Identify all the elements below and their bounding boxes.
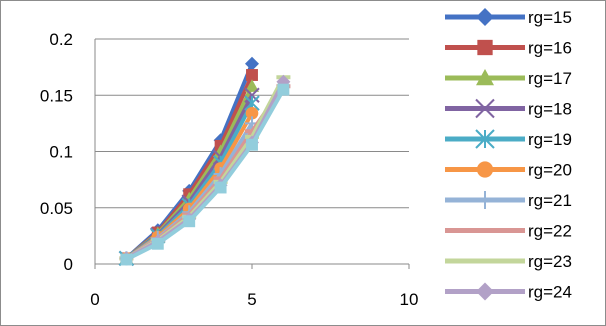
series-unlabeled: [120, 83, 290, 266]
marker-diamond: [476, 282, 494, 301]
legend-item: rg=18: [445, 98, 572, 119]
y-tick-label: 0.1: [49, 143, 73, 162]
x-tick-label: 10: [400, 290, 419, 309]
legend-item: rg=15: [445, 8, 572, 27]
y-tick-label: 0.2: [49, 30, 73, 49]
legend-label: rg=22: [528, 222, 572, 241]
legend-label: rg=16: [528, 39, 572, 58]
legend-item: rg=20: [445, 161, 572, 180]
legend-label: rg=21: [528, 191, 572, 210]
y-tick-label: 0.15: [40, 86, 73, 105]
marker-dash: [476, 259, 494, 263]
marker-dash: [476, 228, 494, 233]
marker-circle: [476, 161, 494, 178]
marker-plus: [476, 191, 494, 209]
legend-item: rg=22: [445, 222, 572, 241]
marker-asterisk: [475, 129, 495, 149]
marker-square: [120, 253, 133, 266]
marker-circle: [245, 106, 259, 120]
legend-item: rg=16: [445, 39, 572, 58]
x-tick-label: 5: [247, 290, 256, 309]
marker-dash: [245, 129, 259, 134]
marker-triangle: [476, 69, 494, 86]
legend-item: rg=23: [445, 252, 572, 271]
y-tick-label: 0.05: [40, 199, 73, 218]
marker-diamond: [245, 56, 259, 71]
legend-item: rg=24: [445, 282, 572, 302]
legend: rg=15 rg=16 rg=17 rg=18 rg=19 rg=20 rg=21 rg=22…: [445, 8, 572, 302]
marker-triangle: [245, 79, 259, 92]
legend-label: rg=20: [528, 161, 572, 180]
plot-series: [118, 56, 291, 267]
marker-x: [244, 87, 260, 103]
legend-label: rg=23: [528, 252, 572, 271]
marker-square: [151, 237, 164, 250]
marker-square: [246, 69, 258, 81]
y-tick-labels: 0 0.05 0.1 0.15 0.2: [40, 30, 73, 274]
marker-square: [277, 83, 290, 96]
legend-label: rg=24: [528, 283, 572, 302]
marker-diamond: [476, 8, 494, 26]
legend-label: rg=18: [528, 100, 572, 119]
marker-square: [246, 138, 258, 151]
x-tick-label: 0: [90, 290, 99, 309]
marker-square: [214, 181, 227, 194]
marker-square: [477, 39, 493, 56]
legend-label: rg=19: [528, 130, 572, 149]
legend-label: rg=15: [528, 8, 572, 27]
marker-square: [183, 215, 196, 228]
legend-item: rg=17: [445, 69, 572, 88]
y-tick-label: 0: [64, 255, 73, 274]
x-tick-labels: 0 5 10: [90, 290, 418, 309]
marker-x: [475, 98, 495, 119]
legend-item: rg=21: [445, 191, 572, 210]
legend-item: rg=19: [445, 129, 572, 149]
legend-label: rg=17: [528, 69, 572, 88]
axes: [94, 39, 410, 269]
